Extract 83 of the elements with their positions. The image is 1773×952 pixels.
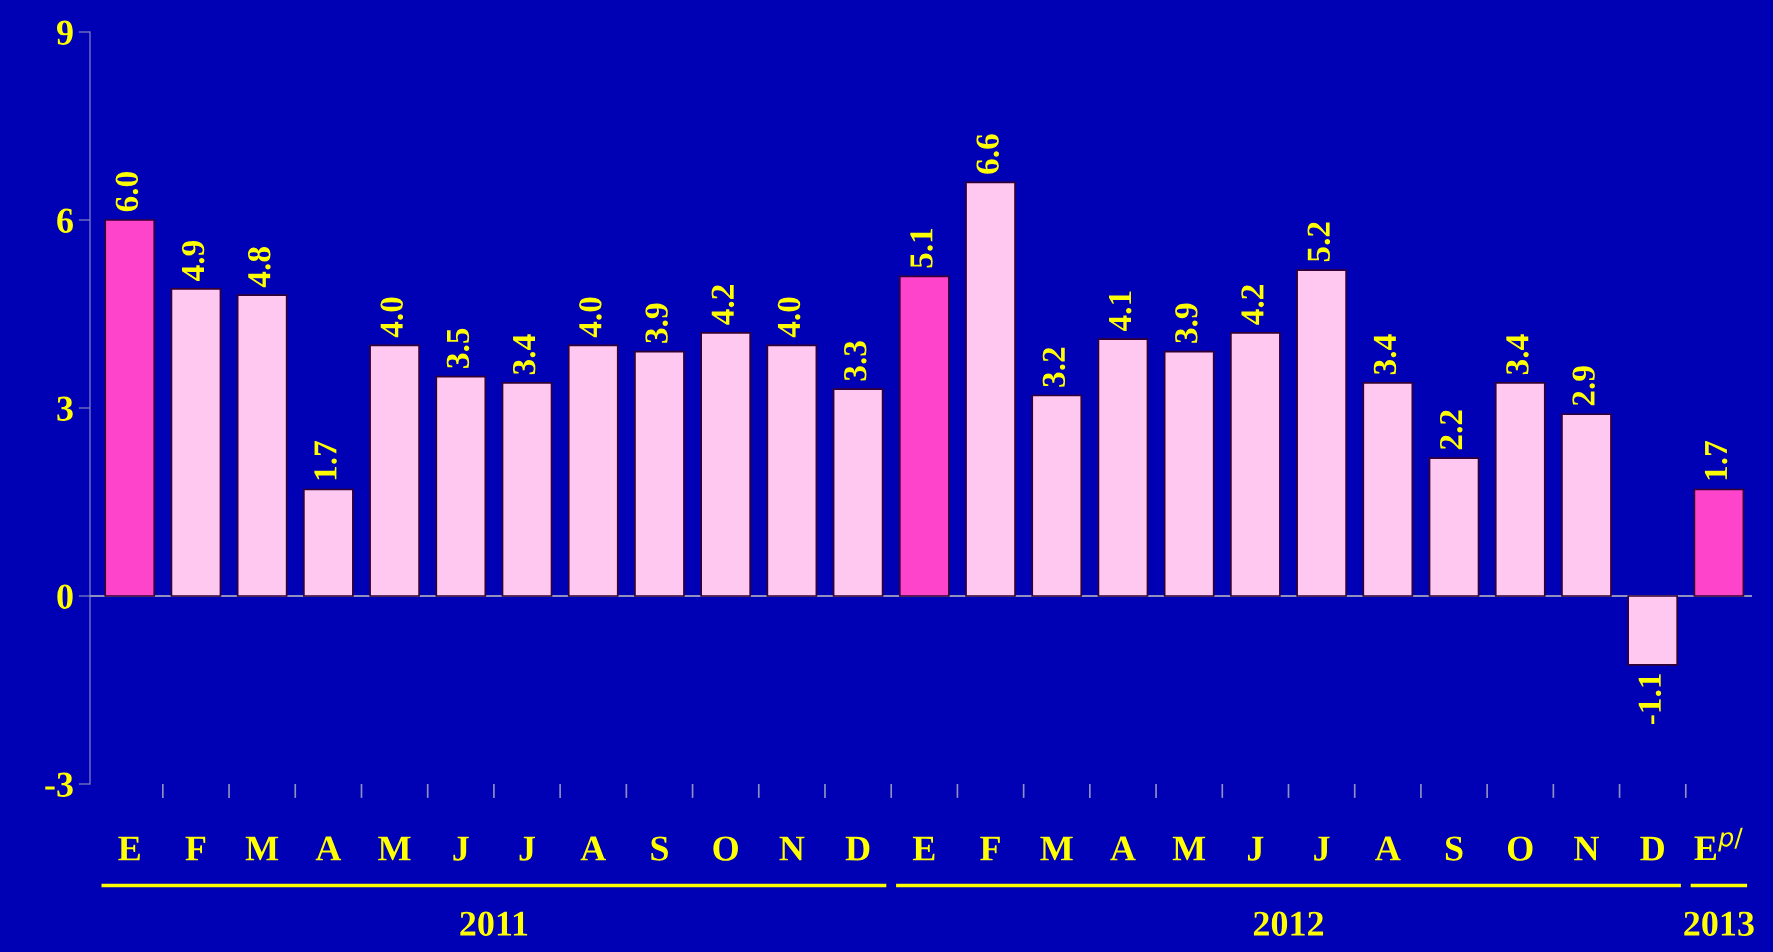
bar [170, 288, 222, 597]
x-tick-label: E [912, 836, 935, 861]
bar [501, 382, 553, 597]
data-label: 5.1 [910, 228, 933, 268]
x-tick-label: F [185, 836, 206, 861]
x-tick-label: F [980, 836, 1000, 861]
data-label: -1.1 [1638, 674, 1662, 724]
x-tick-label: J [1314, 836, 1330, 861]
bar [236, 294, 288, 597]
bar [700, 331, 751, 597]
data-label: 5.2 [1307, 222, 1331, 262]
bar [1097, 338, 1149, 597]
data-label: 6.6 [976, 134, 1000, 174]
bar [898, 275, 950, 597]
x-tick-label: S [1445, 836, 1463, 861]
data-label: 4.0 [380, 297, 404, 338]
y-tick-label: -3 [45, 772, 73, 797]
x-tick-label: E [118, 836, 140, 861]
data-label: 2.9 [1572, 366, 1595, 406]
bar [634, 350, 685, 597]
bar [1230, 331, 1281, 597]
data-label: 3.4 [1373, 334, 1397, 375]
bar [1627, 595, 1679, 666]
y-tick-label: 9 [56, 20, 73, 45]
data-label: 6.0 [115, 172, 139, 212]
x-tick-label: O [1507, 836, 1533, 861]
data-label: 3.2 [1042, 347, 1066, 387]
x-tick-label: J [453, 836, 469, 861]
x-tick-label: A [1110, 836, 1136, 861]
bar [435, 375, 487, 597]
data-label: 4.1 [1108, 291, 1132, 332]
data-label: 3.3 [844, 341, 867, 381]
bar [104, 219, 156, 597]
data-label: 1.7 [314, 441, 337, 480]
x-tick-label: A [1375, 836, 1401, 861]
data-label: 2.2 [1439, 410, 1463, 450]
bar [1362, 382, 1414, 597]
data-label: 4.0 [579, 297, 602, 338]
data-label: 3.4 [512, 334, 536, 375]
text: 2012 [1253, 911, 1324, 936]
x-tick-label: D [845, 836, 870, 861]
x-tick-label: D [1640, 836, 1664, 861]
bar [965, 181, 1016, 597]
x-tick-label: N [779, 836, 805, 861]
x-tick-label: A [315, 836, 342, 861]
x-tick-label: E$^{p/}$ [1694, 827, 1743, 861]
bar [1561, 413, 1612, 597]
x-tick-label: M [245, 836, 279, 861]
data-label: 3.4 [1506, 334, 1529, 375]
y-tick-label: 0 [57, 584, 73, 609]
text: 2011 [460, 911, 528, 936]
data-label: 1.7 [1704, 441, 1728, 480]
data-label: 4.2 [711, 285, 735, 325]
bar [1296, 269, 1347, 597]
data-label: 4.0 [777, 297, 801, 338]
bar [1428, 457, 1480, 597]
data-label: 4.9 [181, 240, 205, 281]
y-tick-label: 6 [57, 208, 73, 233]
bar [369, 344, 420, 597]
x-tick-label: N [1574, 836, 1600, 861]
bar [1494, 382, 1546, 597]
x-tick-label: M [378, 836, 411, 861]
bar [1693, 488, 1745, 597]
text: 2013 [1684, 911, 1754, 936]
data-label: 3.9 [645, 303, 668, 343]
y-tick-label: 3 [57, 396, 73, 421]
bar [1031, 394, 1083, 597]
data-label: 4.2 [1241, 285, 1264, 325]
x-tick-label: M [1172, 836, 1206, 861]
x-tick-label: J [519, 836, 536, 861]
x-tick-label: M [1040, 836, 1073, 861]
x-tick-label: A [580, 836, 607, 861]
bar [766, 344, 818, 597]
x-tick-label: O [713, 836, 738, 861]
data-label: 3.5 [446, 328, 470, 368]
x-tick-label: S [651, 836, 668, 861]
bar [832, 388, 884, 597]
bar [303, 488, 354, 597]
x-tick-label: J [1247, 836, 1264, 861]
bar [567, 344, 619, 597]
data-label: 3.9 [1175, 303, 1198, 343]
data-label: 4.8 [248, 247, 271, 288]
bar [1163, 350, 1215, 597]
